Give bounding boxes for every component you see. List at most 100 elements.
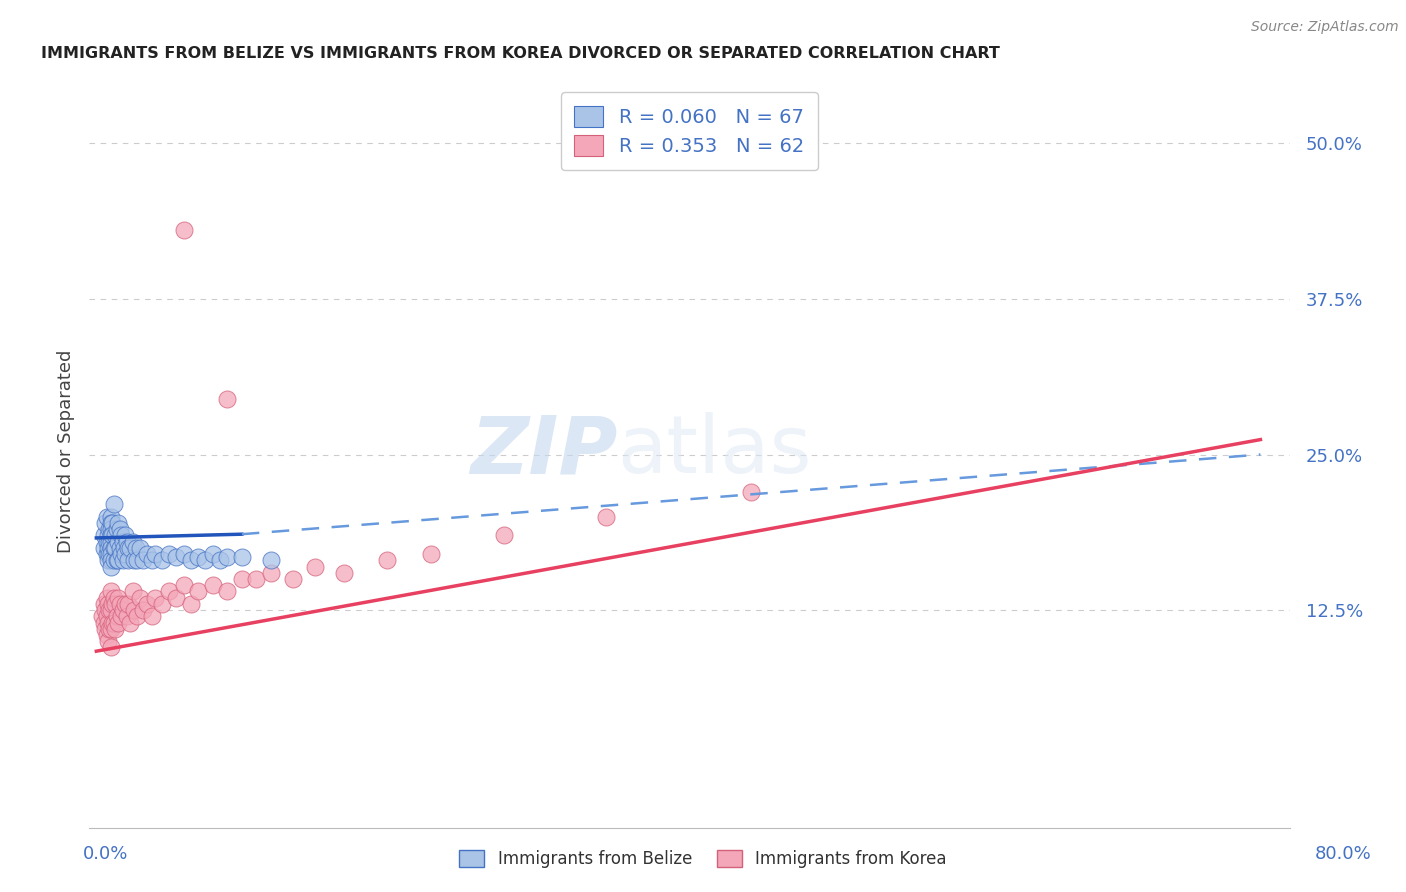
Point (187, 549, 209, 564)
Point (96, 534, 118, 549)
Point (180, 553, 202, 567)
Point (103, 541, 125, 555)
Point (117, 541, 139, 555)
Point (136, 547, 159, 561)
Point (260, 566, 283, 580)
Point (173, 578, 195, 592)
Point (112, 541, 135, 555)
Point (281, 572, 304, 586)
Point (100, 541, 122, 555)
Legend: R = 0.060   N = 67, R = 0.353   N = 62: R = 0.060 N = 67, R = 0.353 N = 62 (561, 92, 818, 169)
Point (118, 615, 141, 630)
Text: IMMIGRANTS FROM BELIZE VS IMMIGRANTS FROM KOREA DIVORCED OR SEPARATED CORRELATIO: IMMIGRANTS FROM BELIZE VS IMMIGRANTS FRO… (41, 46, 1000, 62)
Point (101, 516, 124, 530)
Point (110, 609, 132, 624)
Point (103, 615, 125, 630)
Point (114, 597, 136, 611)
Text: 0.0%: 0.0% (83, 845, 128, 863)
Point (304, 559, 326, 574)
Point (98, 622, 121, 636)
Point (100, 547, 122, 561)
Point (107, 553, 129, 567)
Point (132, 603, 155, 617)
Point (105, 522, 128, 536)
Point (194, 553, 217, 567)
Point (108, 597, 131, 611)
Point (115, 534, 138, 549)
Point (98, 603, 121, 617)
Point (122, 553, 145, 567)
Point (93, 541, 115, 555)
Point (94, 603, 117, 617)
Point (100, 559, 122, 574)
Point (111, 603, 134, 617)
Point (93, 597, 115, 611)
Point (103, 553, 125, 567)
Point (231, 549, 253, 564)
Point (121, 534, 143, 549)
Point (100, 516, 122, 530)
Point (100, 522, 122, 536)
Point (94, 516, 117, 530)
Point (165, 591, 187, 605)
Point (91, 609, 114, 624)
Point (93, 528, 115, 542)
Point (93, 615, 115, 630)
Point (115, 609, 138, 624)
Point (114, 528, 136, 542)
Point (187, 584, 209, 599)
Point (110, 528, 132, 542)
Point (157, 547, 180, 561)
Point (103, 497, 125, 511)
Point (141, 553, 163, 567)
Point (111, 553, 134, 567)
Point (201, 547, 224, 561)
Point (332, 566, 354, 580)
Point (97, 634, 120, 648)
Point (100, 553, 122, 567)
Point (201, 578, 224, 592)
Point (96, 628, 118, 642)
Point (124, 541, 146, 555)
Point (100, 584, 122, 599)
Text: Source: ZipAtlas.com: Source: ZipAtlas.com (1251, 20, 1399, 34)
Point (107, 516, 129, 530)
Point (740, 484, 762, 499)
Point (173, 223, 195, 237)
Point (100, 603, 122, 617)
Point (104, 528, 127, 542)
Point (180, 597, 202, 611)
Point (96, 509, 118, 524)
Point (150, 597, 173, 611)
Point (595, 509, 617, 524)
Point (100, 509, 122, 524)
Point (217, 584, 239, 599)
Point (96, 547, 118, 561)
Point (217, 549, 239, 564)
Point (132, 553, 155, 567)
Legend: Immigrants from Belize, Immigrants from Korea: Immigrants from Belize, Immigrants from … (453, 843, 953, 875)
Point (107, 591, 129, 605)
Point (104, 541, 127, 555)
Y-axis label: Divorced or Separated: Divorced or Separated (58, 350, 75, 553)
Point (245, 572, 267, 586)
Point (122, 603, 145, 617)
Point (100, 640, 122, 655)
Point (217, 392, 239, 406)
Point (104, 597, 127, 611)
Point (129, 541, 152, 555)
Text: ZIP: ZIP (470, 412, 617, 491)
Point (157, 584, 180, 599)
Point (98, 534, 121, 549)
Point (136, 597, 159, 611)
Point (127, 609, 149, 624)
Point (97, 528, 120, 542)
Point (377, 553, 399, 567)
Point (100, 534, 122, 549)
Point (108, 541, 131, 555)
Point (101, 528, 124, 542)
Text: 80.0%: 80.0% (1315, 845, 1371, 863)
Point (107, 615, 129, 630)
Point (121, 584, 143, 599)
Point (97, 541, 120, 555)
